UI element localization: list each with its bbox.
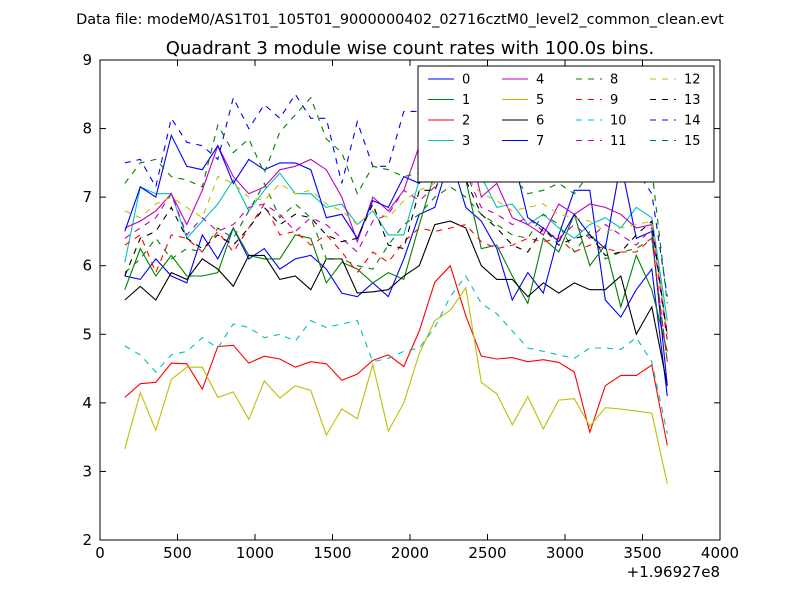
legend-label-2: 2 [462, 114, 470, 129]
series-line-6 [124, 220, 668, 386]
x-tick-label: 3500 [623, 544, 661, 562]
legend-label-4: 4 [536, 73, 544, 88]
x-tick-label: 3000 [546, 544, 584, 562]
series-line-4 [124, 128, 668, 335]
x-tick-label: 500 [163, 544, 192, 562]
plot-area [124, 65, 668, 484]
series-line-12 [124, 169, 668, 335]
legend-label-5: 5 [536, 93, 544, 108]
x-tick-label: 1500 [313, 544, 351, 562]
suptitle: Data file: modeM0/AS1T01_105T01_90000004… [76, 12, 724, 28]
legend-label-6: 6 [536, 114, 544, 129]
y-tick-label: 6 [82, 257, 92, 275]
x-tick-label: 2500 [468, 544, 506, 562]
series-line-8 [124, 182, 668, 362]
legend-label-9: 9 [610, 93, 618, 108]
series-line-0 [124, 154, 668, 397]
legend-label-8: 8 [610, 73, 618, 88]
series-line-9 [124, 202, 668, 362]
y-tick-label: 5 [82, 325, 92, 343]
y-tick-label: 9 [82, 51, 92, 69]
y-tick-label: 3 [82, 462, 92, 480]
series-line-1 [124, 155, 668, 352]
series-line-2 [124, 264, 668, 446]
legend-label-7: 7 [536, 134, 544, 149]
series-line-5 [124, 286, 668, 484]
x-offset-label: +1.96927e8 [627, 563, 720, 581]
x-tick-label: 0 [95, 544, 105, 562]
legend-label-14: 14 [684, 114, 701, 129]
legend-label-11: 11 [610, 134, 627, 149]
y-tick-label: 4 [82, 394, 92, 412]
chart-title: Quadrant 3 module wise count rates with … [166, 38, 655, 59]
legend-label-0: 0 [462, 73, 470, 88]
legend-label-1: 1 [462, 93, 470, 108]
x-tick-label: 2000 [391, 544, 429, 562]
legend-label-12: 12 [684, 73, 701, 88]
legend-label-3: 3 [462, 134, 470, 149]
x-tick-label: 4000 [701, 544, 739, 562]
y-tick-label: 7 [82, 188, 92, 206]
series-line-3 [124, 73, 668, 321]
x-tick-label: 1000 [236, 544, 274, 562]
series-line-10 [124, 274, 668, 434]
series-line-11 [124, 147, 668, 342]
legend-label-15: 15 [684, 134, 701, 149]
legend-label-13: 13 [684, 93, 701, 108]
y-tick-label: 8 [82, 120, 92, 138]
axes: 0 500 1000 1500 2000 2500 3000 3500 4000 2 3 4 5 6 7 8 9 [82, 51, 739, 562]
y-tick-label: 2 [82, 531, 92, 549]
series-line-14 [124, 65, 668, 297]
series-line-15 [124, 96, 668, 304]
series-line-13 [124, 151, 668, 338]
legend-label-10: 10 [610, 114, 627, 129]
legend-box [417, 65, 715, 183]
